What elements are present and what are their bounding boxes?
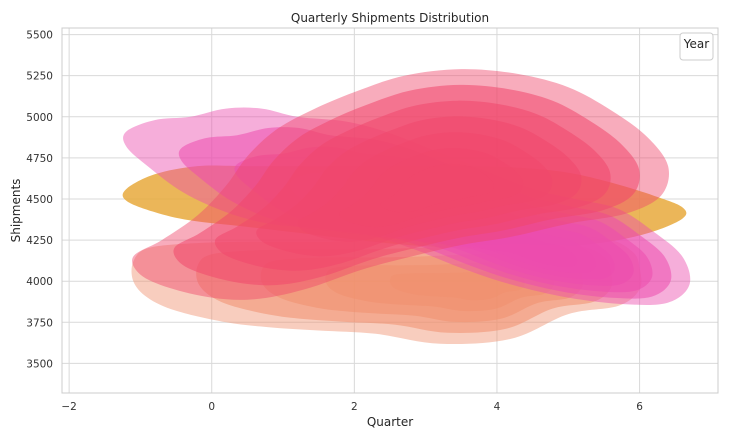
x-tick-label: 0 <box>208 401 215 413</box>
density-level <box>389 271 525 301</box>
y-tick-label: 5500 <box>26 30 53 42</box>
x-tick-label: 2 <box>351 401 358 413</box>
y-axis-label: Shipments <box>9 179 23 243</box>
y-tick-label: 4750 <box>26 153 53 165</box>
chart-title: Quarterly Shipments Distribution <box>291 11 489 25</box>
y-axis-ticks: 3500 3750 4000 4250 4500 4750 5000 5250 5500 <box>26 30 53 371</box>
x-axis-label: Quarter <box>367 415 413 429</box>
density-layers <box>122 69 691 344</box>
legend-title: Year <box>683 37 709 51</box>
y-tick-label: 4250 <box>26 235 53 247</box>
x-tick-label: 6 <box>636 401 643 413</box>
density-level <box>457 225 578 267</box>
y-tick-label: 5000 <box>26 112 53 124</box>
density-level <box>380 163 494 213</box>
legend-box <box>679 32 714 61</box>
y-tick-label: 4500 <box>26 194 53 206</box>
y-tick-label: 4000 <box>26 276 53 288</box>
density-series <box>132 69 670 300</box>
x-axis-ticks: −2 0 2 4 6 <box>61 401 643 413</box>
x-tick-label: −2 <box>61 401 76 413</box>
legend: Year <box>679 32 714 61</box>
y-tick-label: 3750 <box>26 317 53 329</box>
y-tick-label: 3500 <box>26 358 53 370</box>
plot-frame <box>61 27 719 394</box>
y-tick-label: 5250 <box>26 71 53 83</box>
x-tick-label: 4 <box>494 401 501 413</box>
